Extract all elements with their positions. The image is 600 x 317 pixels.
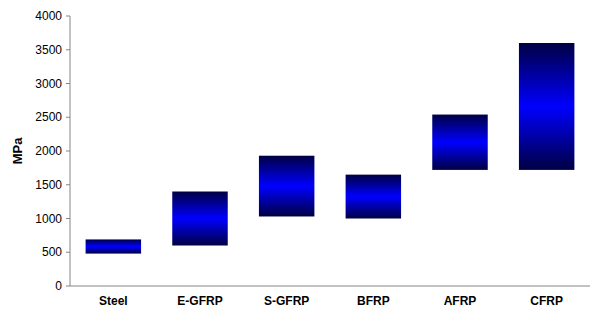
y-tick-label: 2500 [35,110,62,124]
y-tick [66,286,70,287]
y-tick [66,151,70,152]
y-tick-label: 1000 [35,212,62,226]
x-axis [70,286,590,287]
y-tick-label: 3000 [35,77,62,91]
x-tick-label: E-GFRP [177,294,222,308]
x-tick-label: S-GFRP [264,294,309,308]
y-tick [66,117,70,118]
y-tick-label: 2000 [35,144,62,158]
bars [86,43,575,254]
chart-container: 0 500 1000 1500 2000 2500 3000 3500 4000 MPa Steel… [0,0,600,317]
range-bar [519,43,574,170]
y-tick-label: 4000 [35,9,62,23]
y-tick [66,16,70,17]
chart-svg: 0 500 1000 1500 2000 2500 3000 3500 4000 MPa Steel… [0,0,600,317]
y-tick [66,252,70,253]
range-bar [259,156,314,217]
y-tick [66,49,70,50]
y-tick [66,218,70,219]
y-tick-label: 0 [55,279,62,293]
y-tick-label: 1500 [35,178,62,192]
x-tick-label: Steel [99,294,128,308]
y-axis-label: MPa [10,137,25,165]
x-tick-label: CFRP [530,294,563,308]
range-bar [346,175,401,219]
x-tick-label: AFRP [444,294,477,308]
y-tick [66,83,70,84]
range-bar [172,192,227,246]
range-bar [432,115,487,170]
y-tick [66,184,70,185]
range-bar [86,239,141,253]
x-tick-label: BFRP [357,294,390,308]
y-tick-label: 500 [42,245,62,259]
y-tick-label: 3500 [35,43,62,57]
y-axis [70,16,71,286]
